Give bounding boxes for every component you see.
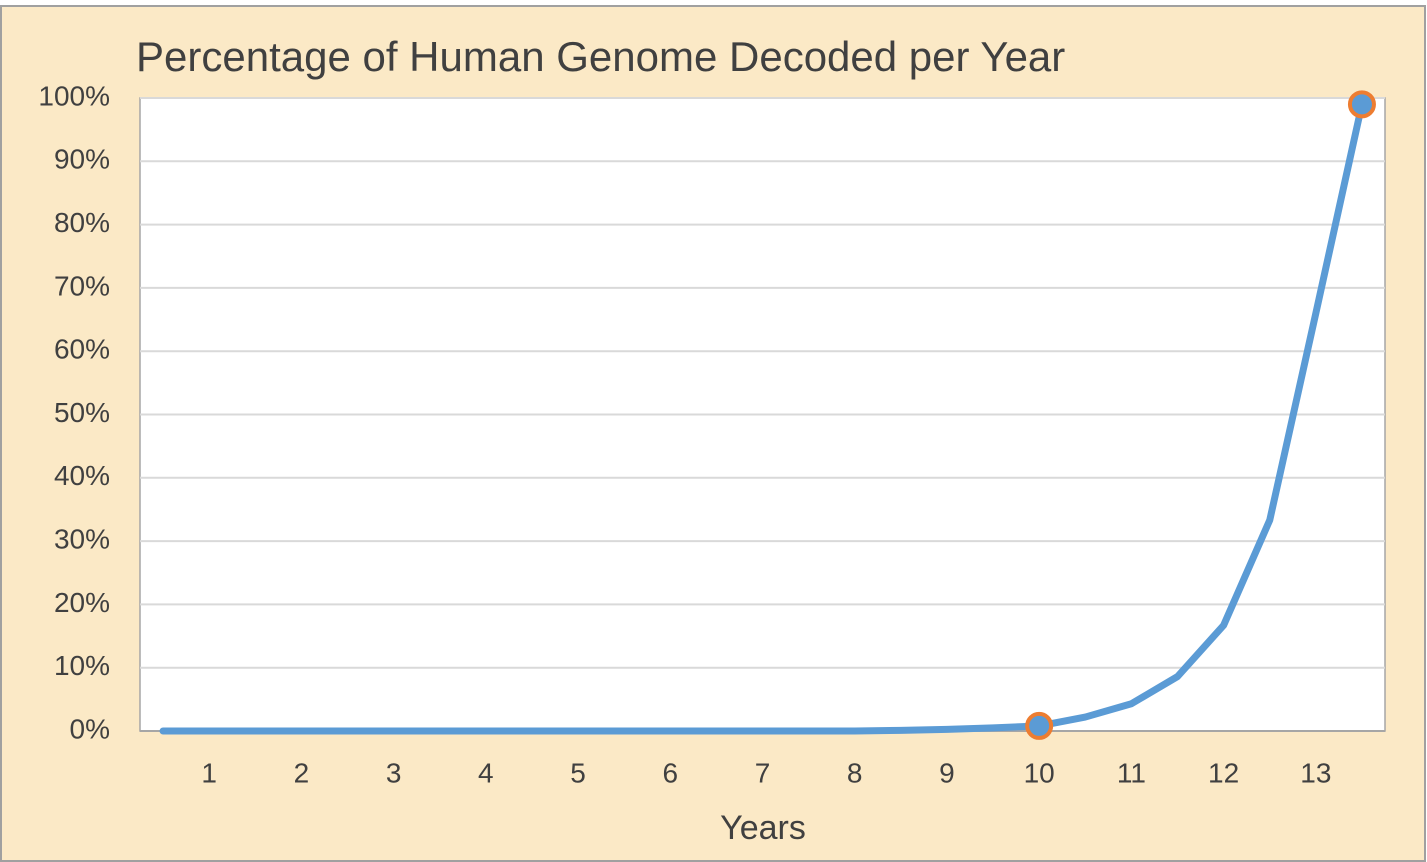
- y-tick-label: 70%: [54, 270, 110, 301]
- x-tick-label: 2: [294, 757, 310, 788]
- x-tick-label: 11: [1117, 757, 1146, 788]
- x-axis-label: Years: [720, 809, 806, 847]
- x-tick-label: 3: [386, 757, 402, 788]
- x-tick-label: 9: [939, 757, 955, 788]
- highlight-point: [1025, 711, 1054, 740]
- x-tick-label: 1: [201, 757, 217, 788]
- y-tick-label: 30%: [54, 523, 110, 554]
- y-tick-label: 90%: [54, 144, 110, 175]
- highlight-point: [1347, 90, 1376, 119]
- line-series: [159, 100, 1366, 735]
- y-tick-label: 60%: [54, 334, 110, 365]
- y-tick-label: 10%: [54, 650, 110, 681]
- x-tick-label: 13: [1300, 757, 1331, 788]
- x-tick-label: 10: [1024, 757, 1055, 788]
- x-tick-label: 4: [478, 757, 494, 788]
- y-tick-label: 40%: [54, 460, 110, 491]
- y-tick-label: 100%: [38, 80, 110, 111]
- x-tick-label: 5: [570, 757, 586, 788]
- x-tick-label: 6: [662, 757, 678, 788]
- y-tick-label: 80%: [54, 207, 110, 238]
- y-tick-label: 0%: [70, 713, 110, 744]
- y-tick-label: 20%: [54, 587, 110, 618]
- x-tick-label: 12: [1208, 757, 1239, 788]
- chart-title: Percentage of Human Genome Decoded per Y…: [136, 33, 1065, 80]
- x-tick-label: 7: [755, 757, 771, 788]
- x-tick-label: 8: [847, 757, 863, 788]
- y-tick-label: 50%: [54, 397, 110, 428]
